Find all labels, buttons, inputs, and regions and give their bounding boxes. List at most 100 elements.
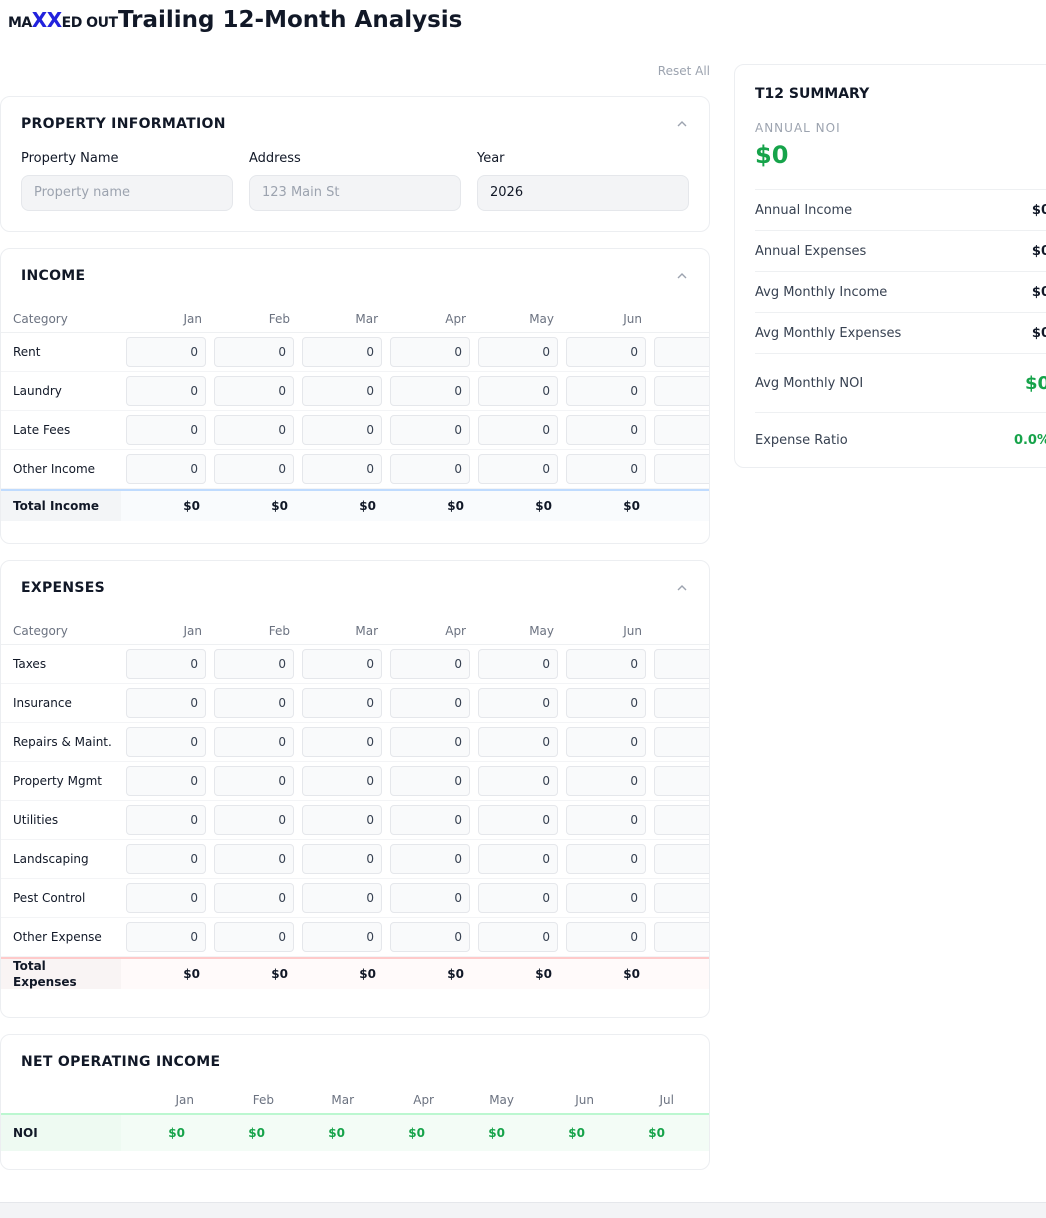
number-input[interactable]: 0 <box>390 415 470 445</box>
number-input[interactable]: 0 <box>214 454 294 484</box>
number-input[interactable]: 0 <box>478 883 558 913</box>
number-input[interactable]: 0 <box>302 844 382 874</box>
number-input[interactable]: 0 <box>302 649 382 679</box>
number-input[interactable]: 0 <box>566 805 646 835</box>
number-input[interactable]: 0 <box>214 649 294 679</box>
row-label: Late Fees <box>13 423 71 437</box>
number-input[interactable]: 0 <box>126 337 206 367</box>
number-input[interactable]: 0 <box>478 376 558 406</box>
number-input[interactable]: 0 <box>126 727 206 757</box>
number-input[interactable]: 0 <box>126 766 206 796</box>
table-row: Utilities 0 0 0 0 0 0 <box>1 801 709 840</box>
number-input[interactable]: 0 <box>478 688 558 718</box>
number-input[interactable]: 0 <box>214 883 294 913</box>
number-input[interactable]: 0 <box>302 454 382 484</box>
number-input[interactable]: 0 <box>214 415 294 445</box>
collapse-icon[interactable] <box>675 269 689 283</box>
number-input[interactable]: 0 <box>566 766 646 796</box>
number-input[interactable]: 0 <box>390 649 470 679</box>
number-input[interactable]: 0 <box>214 922 294 952</box>
summary-row: Avg Monthly NOI $0 <box>755 353 1046 412</box>
collapse-icon[interactable] <box>675 117 689 131</box>
total-value: $0 <box>535 967 552 981</box>
number-input[interactable]: 0 <box>478 727 558 757</box>
number-input[interactable]: 0 <box>390 922 470 952</box>
number-input[interactable]: 0 <box>302 883 382 913</box>
number-input[interactable]: 0 <box>302 766 382 796</box>
number-input[interactable]: 0 <box>566 922 646 952</box>
number-input <box>654 337 709 367</box>
number-input[interactable]: 0 <box>126 805 206 835</box>
number-input[interactable]: 0 <box>126 883 206 913</box>
number-input[interactable]: 0 <box>390 883 470 913</box>
number-input[interactable]: 0 <box>302 376 382 406</box>
number-input[interactable]: 0 <box>126 688 206 718</box>
text-input[interactable]: 2026 <box>477 175 689 211</box>
number-input[interactable]: 0 <box>478 844 558 874</box>
column-header: Mar <box>355 623 378 638</box>
number-input[interactable]: 0 <box>478 766 558 796</box>
number-input[interactable]: 0 <box>126 415 206 445</box>
field-label: Address <box>249 151 301 166</box>
number-input[interactable]: 0 <box>126 649 206 679</box>
number-input[interactable]: 0 <box>390 727 470 757</box>
number-input[interactable]: 0 <box>214 844 294 874</box>
number-input[interactable]: 0 <box>214 376 294 406</box>
summary-row: Annual Expenses $0 <box>755 230 1046 271</box>
number-input[interactable]: 0 <box>566 454 646 484</box>
table-row: Landscaping 0 0 0 0 0 0 <box>1 840 709 879</box>
number-input[interactable]: 0 <box>126 844 206 874</box>
number-input[interactable]: 0 <box>566 688 646 718</box>
table-row: Repairs & Maint. 0 0 0 0 0 0 <box>1 723 709 762</box>
number-input[interactable]: 0 <box>126 922 206 952</box>
row-label: Pest Control <box>13 891 86 905</box>
headline-value: $0 <box>755 141 789 169</box>
number-input[interactable]: 0 <box>214 337 294 367</box>
number-input[interactable]: 0 <box>390 766 470 796</box>
number-input[interactable]: 0 <box>566 727 646 757</box>
text-input[interactable]: 123 Main St <box>249 175 461 211</box>
number-input[interactable]: 0 <box>302 415 382 445</box>
number-input[interactable]: 0 <box>390 805 470 835</box>
number-input[interactable]: 0 <box>214 727 294 757</box>
number-input[interactable]: 0 <box>302 922 382 952</box>
number-input[interactable]: 0 <box>126 454 206 484</box>
number-input[interactable]: 0 <box>390 688 470 718</box>
number-input <box>654 688 709 718</box>
number-input[interactable]: 0 <box>566 883 646 913</box>
number-input[interactable]: 0 <box>214 766 294 796</box>
column-header: Jun <box>575 1093 594 1107</box>
number-input[interactable]: 0 <box>302 337 382 367</box>
number-input[interactable]: 0 <box>566 376 646 406</box>
reset-button[interactable]: Reset All <box>657 64 710 78</box>
number-input[interactable]: 0 <box>302 688 382 718</box>
number-input[interactable]: 0 <box>302 805 382 835</box>
number-input[interactable]: 0 <box>566 844 646 874</box>
summary-row: Annual Income $0 <box>755 189 1046 230</box>
summary-label: Annual Expenses <box>755 243 867 259</box>
collapse-icon[interactable] <box>675 581 689 595</box>
noi-value: $0 <box>488 1126 505 1140</box>
number-input[interactable]: 0 <box>302 727 382 757</box>
number-input[interactable]: 0 <box>390 376 470 406</box>
number-input[interactable]: 0 <box>478 454 558 484</box>
number-input[interactable]: 0 <box>214 805 294 835</box>
text-input[interactable]: Property name <box>21 175 233 211</box>
table-row: Rent 0 0 0 0 0 0 <box>1 333 709 372</box>
number-input[interactable]: 0 <box>126 376 206 406</box>
number-input[interactable]: 0 <box>566 337 646 367</box>
summary-row: Avg Monthly Expenses $0 <box>755 312 1046 353</box>
number-input[interactable]: 0 <box>478 337 558 367</box>
number-input[interactable]: 0 <box>566 649 646 679</box>
number-input[interactable]: 0 <box>390 844 470 874</box>
number-input[interactable]: 0 <box>390 454 470 484</box>
number-input[interactable]: 0 <box>478 415 558 445</box>
row-label: Landscaping <box>13 852 89 866</box>
number-input[interactable]: 0 <box>566 415 646 445</box>
number-input[interactable]: 0 <box>214 688 294 718</box>
number-input[interactable]: 0 <box>390 337 470 367</box>
number-input[interactable]: 0 <box>478 922 558 952</box>
number-input[interactable]: 0 <box>478 649 558 679</box>
column-header: Apr <box>413 1093 434 1107</box>
number-input[interactable]: 0 <box>478 805 558 835</box>
